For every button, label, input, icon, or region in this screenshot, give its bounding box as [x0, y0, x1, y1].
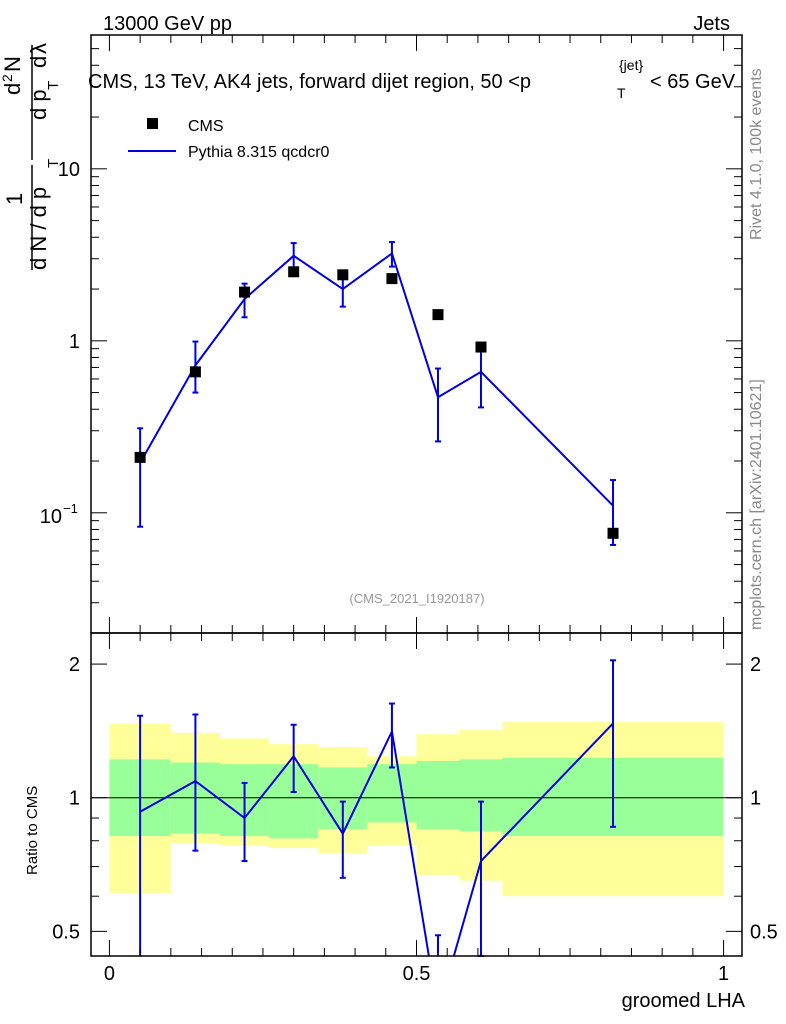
- ratio-ytick-2: 2: [69, 654, 80, 676]
- legend: CMS Pythia 8.315 qcdcr0: [128, 118, 330, 161]
- xtick-label-1: 1: [718, 963, 729, 985]
- data-point-7: [475, 341, 487, 353]
- data-point-4: [337, 269, 349, 281]
- xtick-label-0.5: 0.5: [403, 963, 431, 985]
- ylabel-N: N: [0, 56, 25, 72]
- plot-title: CMS, 13 TeV, AK4 jets, forward dijet reg…: [88, 57, 736, 101]
- ratio-ylabel: Ratio to CMS: [24, 786, 41, 875]
- ratio-mc-series: [137, 659, 617, 957]
- ylabel-frac-sub: T: [45, 159, 62, 168]
- rivet-label: Rivet 4.1.0, 100k events: [748, 68, 765, 240]
- axis-tick-labels: 1 10 10 −1 0.5 1 2 0.5 1 2 0 0.5 1: [40, 159, 778, 985]
- data-point-5: [386, 273, 398, 285]
- title-tail: < 65 GeV: [650, 71, 736, 93]
- data-point-1: [189, 366, 201, 378]
- ytick-label-1: 1: [69, 331, 80, 353]
- ylabel-dpt: d p: [26, 89, 51, 120]
- inner-band-5: [367, 764, 417, 823]
- axis-ticks: [91, 34, 742, 956]
- data-point-2: [239, 286, 251, 298]
- ytick-label-0.1-exp: −1: [63, 501, 78, 516]
- ratio-ytick-0.5: 0.5: [52, 921, 80, 943]
- ratio-bands: [109, 722, 724, 897]
- main-data-series: [134, 266, 619, 539]
- x-axis-label: groomed LHA: [622, 990, 746, 1012]
- mc-line: [139, 251, 614, 507]
- legend-mc-label: Pythia 8.315 qcdcr0: [188, 144, 330, 161]
- ytick-label-0.1: 10 −1: [40, 501, 78, 528]
- category-label: Jets: [693, 13, 730, 35]
- legend-data-marker: [147, 118, 158, 129]
- analysis-id: (CMS_2021_I1920187): [349, 591, 484, 606]
- data-point-8: [607, 527, 619, 539]
- data-point-6: [432, 309, 444, 321]
- ylabel-frac: d N / d p: [26, 187, 51, 270]
- xtick-label-0: 0: [104, 963, 115, 985]
- ylabel-dpt-sub: T: [45, 81, 62, 90]
- ratio-ytick-1: 1: [69, 788, 80, 810]
- main-mc-series: [137, 241, 617, 546]
- title-main: CMS, 13 TeV, AK4 jets, forward dijet reg…: [88, 71, 531, 93]
- title-subscript: T: [617, 85, 626, 101]
- mcplots-label: mcplots.cern.ch [arXiv:2401.10621]: [748, 379, 765, 630]
- main-ylabel: d N / d p T 1 d p T d 2 N d λ: [0, 43, 62, 270]
- legend-data-label: CMS: [188, 118, 224, 135]
- ratio-ytick-right-0.5: 0.5: [750, 921, 778, 943]
- inner-band-6: [416, 760, 460, 830]
- energy-label: 13000 GeV pp: [103, 13, 232, 35]
- ylabel-dl: d: [26, 56, 51, 68]
- data-point-3: [288, 266, 300, 278]
- ylabel-one: 1: [2, 193, 27, 205]
- data-point-0: [134, 451, 146, 463]
- ytick-label-0.1-base: 10: [40, 506, 62, 528]
- ratio-ytick-right-1: 1: [750, 788, 761, 810]
- title-superscript: {jet}: [619, 57, 643, 73]
- ylabel-d2: d: [0, 83, 25, 95]
- ylabel-d2-sup: 2: [0, 74, 15, 82]
- ratio-ytick-right-2: 2: [750, 654, 761, 676]
- ylabel-lambda: λ: [26, 43, 51, 54]
- ytick-label-10: 10: [58, 159, 80, 181]
